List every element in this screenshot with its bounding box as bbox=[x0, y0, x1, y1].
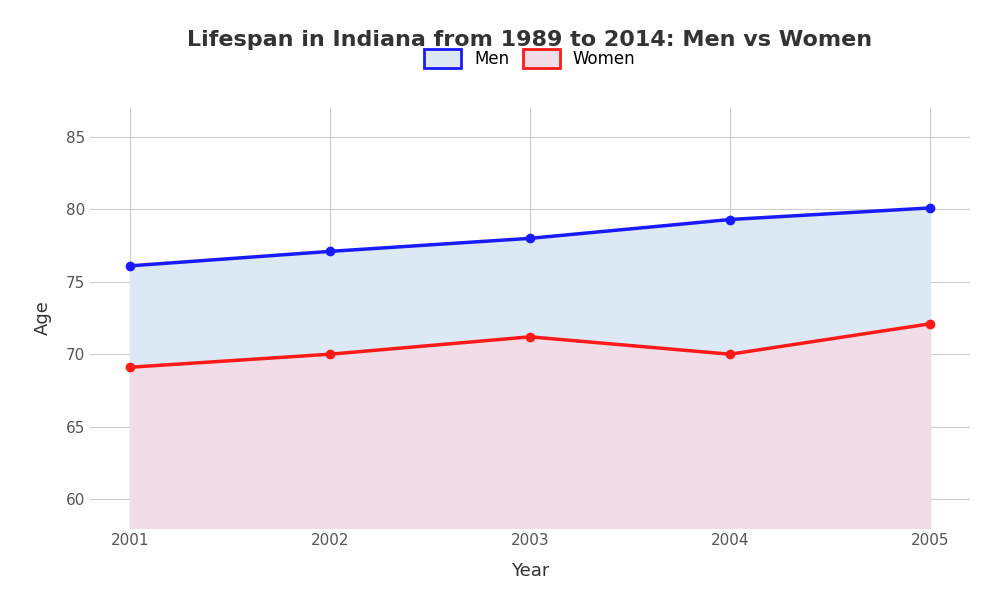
X-axis label: Year: Year bbox=[511, 562, 549, 580]
Title: Lifespan in Indiana from 1989 to 2014: Men vs Women: Lifespan in Indiana from 1989 to 2014: M… bbox=[187, 29, 873, 49]
Y-axis label: Age: Age bbox=[34, 301, 52, 335]
Legend: Men, Women: Men, Women bbox=[416, 41, 644, 77]
